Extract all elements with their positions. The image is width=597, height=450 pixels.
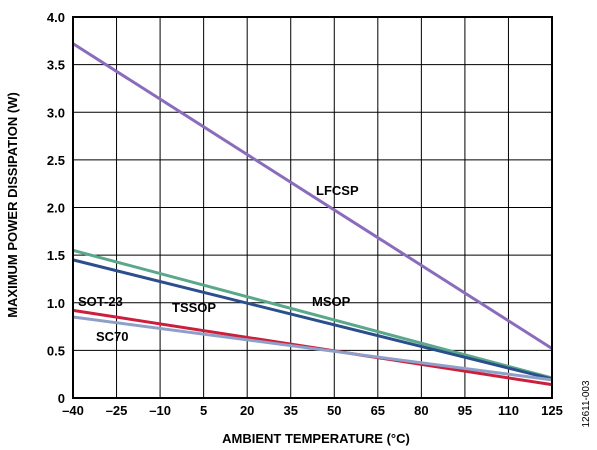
x-tick-label: 5 bbox=[200, 403, 207, 418]
y-tick-label: 0.5 bbox=[47, 343, 65, 358]
plot-frame bbox=[72, 16, 553, 399]
y-tick-label: 1.0 bbox=[47, 296, 65, 311]
y-tick-label: 0 bbox=[58, 391, 65, 406]
x-axis-title: AMBIENT TEMPERATURE (°C) bbox=[222, 431, 410, 446]
series-label-lfcsp: LFCSP bbox=[316, 183, 359, 198]
x-tick-label: 50 bbox=[327, 403, 341, 418]
series-label-sc70: SC70 bbox=[96, 329, 129, 344]
x-tick-label: –10 bbox=[149, 403, 171, 418]
y-axis-title: MAXIMUM POWER DISSIPATION (W) bbox=[5, 92, 20, 318]
x-tick-label: 125 bbox=[541, 403, 563, 418]
x-tick-label: 20 bbox=[240, 403, 254, 418]
y-tick-label: 1.5 bbox=[47, 248, 65, 263]
x-tick-label: 95 bbox=[458, 403, 472, 418]
series-label-sot23: SOT-23 bbox=[78, 294, 123, 309]
series-line-sc70 bbox=[72, 315, 553, 382]
x-tick-labels: –40 –25 –10 5 20 35 50 65 80 95 110 125 bbox=[62, 403, 563, 418]
series-line-tssop bbox=[72, 258, 553, 381]
x-tick-label: 35 bbox=[283, 403, 297, 418]
y-tick-label: 3.0 bbox=[47, 105, 65, 120]
series-line-msop bbox=[72, 248, 553, 380]
x-tick-label: 65 bbox=[371, 403, 385, 418]
x-tick-label: 80 bbox=[414, 403, 428, 418]
series-label-msop: MSOP bbox=[312, 294, 351, 309]
series-line-lfcsp bbox=[72, 42, 553, 350]
series-label-tssop: TSSOP bbox=[172, 300, 216, 315]
y-tick-labels: 0 0.5 1.0 1.5 2.0 2.5 3.0 3.5 4.0 bbox=[47, 10, 65, 406]
grid bbox=[72, 16, 553, 399]
series-lines bbox=[72, 42, 553, 387]
y-tick-label: 2.0 bbox=[47, 201, 65, 216]
figure-id: 12611-003 bbox=[581, 380, 592, 428]
y-tick-label: 2.5 bbox=[47, 153, 65, 168]
x-tick-label: 110 bbox=[498, 403, 519, 418]
y-tick-label: 4.0 bbox=[47, 10, 65, 25]
x-tick-label: –25 bbox=[106, 403, 128, 418]
x-tick-label: –40 bbox=[62, 403, 84, 418]
y-tick-label: 3.5 bbox=[47, 58, 65, 73]
